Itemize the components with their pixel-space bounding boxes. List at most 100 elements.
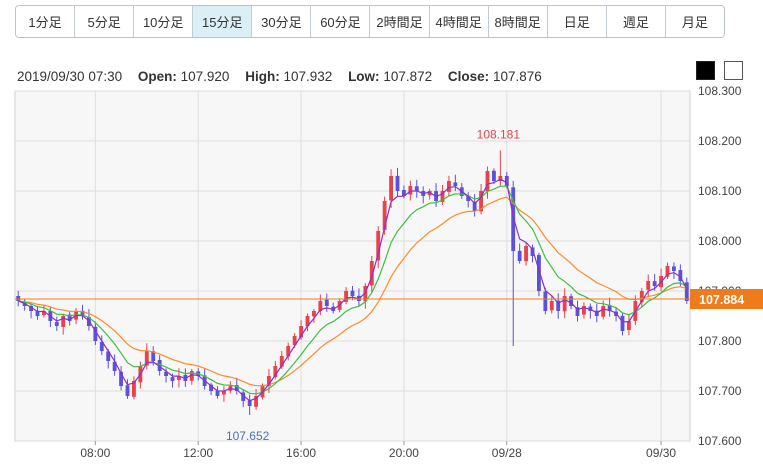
candle-body [312, 311, 316, 317]
low-value: 107.872 [383, 69, 433, 84]
candle-body [537, 254, 541, 291]
candle-body [607, 305, 612, 311]
candle-body [582, 306, 586, 315]
tab-timeframe-5[interactable]: 30分足 [252, 6, 312, 37]
close-label: Close: [447, 69, 490, 84]
x-tick-label: 20:00 [389, 446, 419, 460]
candle-body [222, 391, 226, 395]
tab-timeframe-6[interactable]: 60分足 [311, 6, 371, 37]
candle-body [170, 377, 175, 381]
candle-body [299, 326, 303, 338]
candle-body [556, 300, 561, 311]
ma-long-line [18, 196, 687, 387]
low-label: Low: [348, 69, 380, 84]
tab-timeframe-3[interactable]: 10分足 [134, 6, 194, 37]
candle-body [389, 176, 393, 201]
candle-body [414, 186, 419, 191]
candle-body [601, 306, 606, 317]
candle-body [472, 201, 477, 211]
candle-body [29, 305, 33, 311]
candle-body [369, 261, 374, 286]
high-value: 107.932 [283, 69, 333, 84]
candle-body [164, 371, 168, 376]
candle-body [447, 181, 451, 192]
candle-body [492, 170, 496, 181]
candle-body [543, 291, 548, 311]
ma-short-line [17, 178, 688, 402]
y-tick-label: 108.000 [698, 234, 742, 248]
candle-body [61, 316, 66, 327]
candle-body [209, 384, 213, 391]
candle-body [575, 307, 580, 316]
candle-body [485, 171, 490, 192]
candle-body [363, 286, 368, 302]
candle-body [517, 250, 522, 261]
tab-timeframe-10[interactable]: 日足 [547, 6, 607, 37]
tab-timeframe-8[interactable]: 4時間足 [429, 6, 489, 37]
candle-body [112, 361, 117, 371]
candle-body [498, 176, 503, 182]
candle-body [684, 282, 689, 301]
dark-theme-button[interactable] [696, 61, 715, 80]
candle-body [254, 396, 258, 407]
candle-body [350, 290, 355, 296]
candle-body [144, 351, 149, 366]
tab-timeframe-2[interactable]: 5分足 [75, 6, 135, 37]
candle-body [672, 266, 676, 271]
candle-body [678, 270, 683, 281]
ohlc-datetime: 2019/09/30 07:30 [17, 69, 123, 84]
candle-body [646, 281, 651, 290]
y-tick-label: 108.200 [698, 134, 742, 148]
candle-body [318, 301, 323, 312]
candle-body [99, 342, 104, 351]
candle-body [177, 376, 181, 380]
candle-body [504, 175, 509, 186]
candle-body [549, 301, 554, 311]
y-tick-label: 107.800 [698, 334, 742, 348]
candle-body [427, 191, 432, 196]
tab-timeframe-7[interactable]: 2時間足 [370, 6, 430, 37]
candle-body [35, 310, 40, 316]
candle-body [453, 182, 458, 186]
tab-timeframe-4[interactable]: 15分足 [193, 6, 253, 37]
x-tick-label: 16:00 [286, 446, 316, 460]
candle-body [151, 351, 156, 361]
candle-body [324, 299, 329, 306]
tab-timeframe-1[interactable]: 1分足 [16, 6, 76, 37]
candle-body [402, 190, 406, 196]
tab-timeframe-9[interactable]: 8時間足 [488, 6, 548, 37]
candle-body [665, 266, 670, 277]
candle-body [440, 191, 445, 203]
candle-body [408, 186, 413, 195]
candle-body [157, 359, 162, 371]
candle-body [620, 315, 625, 331]
current-price-tag [690, 289, 763, 309]
tab-timeframe-11[interactable]: 週足 [606, 6, 666, 37]
ma-mid-line [18, 185, 688, 395]
candle-body [530, 247, 535, 256]
light-theme-button[interactable] [724, 61, 743, 80]
x-tick-label: 12:00 [183, 446, 213, 460]
low-annotation: 107.652 [226, 429, 270, 443]
candle-body [344, 291, 348, 302]
y-tick-label: 108.300 [698, 84, 742, 98]
plot-area [14, 90, 691, 442]
candle-body [234, 385, 239, 391]
candle-body [376, 231, 381, 261]
candle-body [54, 322, 59, 326]
candle-body [382, 201, 387, 230]
y-tick-label: 107.600 [698, 434, 742, 448]
candle-body [466, 195, 471, 201]
tab-timeframe-12[interactable]: 月足 [665, 6, 724, 37]
high-label: High: [245, 69, 280, 84]
candle-body [119, 371, 123, 386]
candle-body [215, 390, 220, 396]
candle-body [106, 351, 111, 361]
candle-body [273, 366, 278, 378]
close-value: 107.876 [492, 69, 542, 84]
candle-body [80, 310, 85, 316]
current-price-label: 107.884 [699, 293, 744, 307]
candle-body [305, 316, 310, 327]
candle-body [627, 321, 631, 331]
